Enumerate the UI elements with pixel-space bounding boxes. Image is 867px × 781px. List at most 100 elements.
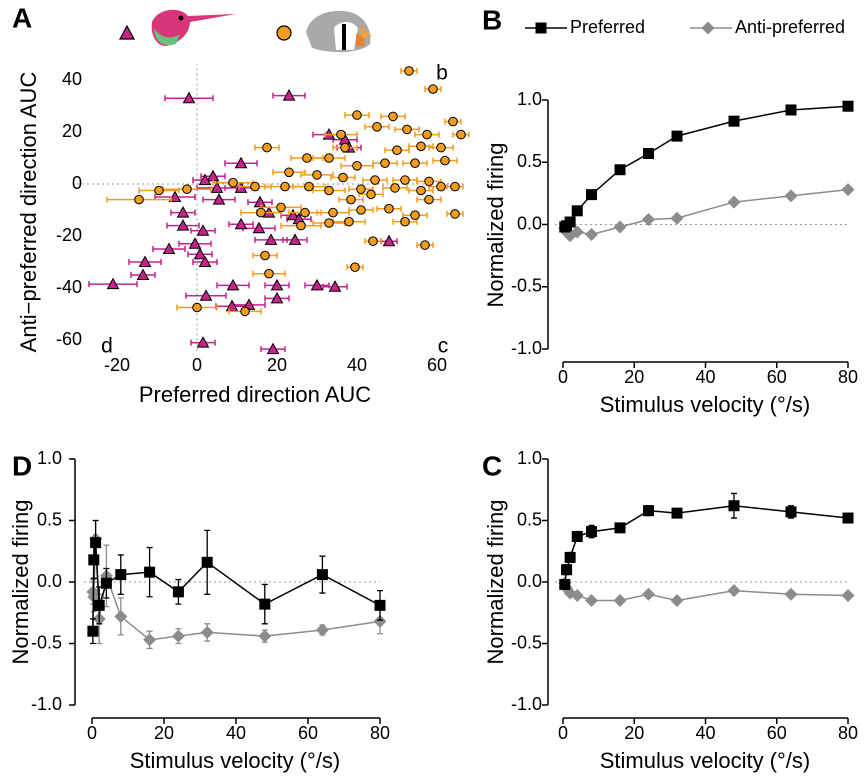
circle-marker — [440, 155, 450, 166]
x-axis-label: Stimulus velocity (°/s) — [130, 748, 341, 773]
circle-marker — [192, 302, 202, 313]
legend-label: Anti-preferred — [735, 17, 845, 37]
triangle-marker — [198, 173, 212, 186]
square-marker — [586, 526, 597, 538]
circle-marker — [390, 183, 400, 193]
x-tick-label: 0 — [558, 367, 568, 387]
y-tick-label: 1.0 — [517, 448, 542, 468]
triangle-marker — [382, 234, 396, 247]
diamond-marker — [570, 589, 584, 603]
square-marker — [728, 500, 740, 512]
square-marker — [728, 115, 740, 127]
circle-marker — [228, 177, 238, 188]
circle-marker — [260, 250, 270, 261]
triangle-marker — [136, 268, 150, 280]
circle-marker — [352, 161, 362, 171]
square-marker — [671, 130, 683, 142]
y-tick-label: -60 — [56, 329, 82, 349]
diamond-marker — [841, 589, 855, 603]
x-tick-label: 40 — [695, 367, 715, 387]
square-marker — [259, 598, 271, 610]
x-tick-label: 0 — [558, 723, 568, 743]
x-tick-label: 60 — [767, 723, 787, 743]
diamond-marker — [373, 614, 387, 628]
circle-marker — [402, 124, 412, 135]
square-marker — [93, 599, 105, 611]
y-tick-label: 20 — [62, 121, 82, 141]
series-line — [564, 582, 849, 602]
quadrant-label: c — [438, 335, 449, 358]
y-tick-label: -20 — [56, 225, 82, 245]
circle-marker — [312, 170, 322, 180]
triangle-marker — [328, 280, 342, 292]
circle-marker — [280, 181, 290, 192]
y-tick-label: 0.0 — [517, 571, 542, 591]
y-axis-label: Normalized firing — [483, 142, 508, 307]
circle-marker — [400, 216, 410, 227]
triangle-marker — [198, 255, 212, 267]
y-tick-label: 0.5 — [517, 509, 542, 529]
y-tick-label: -0.5 — [31, 632, 62, 652]
circle-marker — [324, 218, 334, 228]
x-tick-label: 40 — [347, 355, 367, 375]
circle-marker — [256, 207, 266, 218]
x-tick-label: 60 — [298, 723, 318, 743]
y-axis-label: Normalized firing — [483, 499, 508, 664]
circle-marker — [428, 84, 438, 94]
x-tick-label: 20 — [624, 723, 644, 743]
circle-marker — [384, 203, 394, 214]
circle-marker — [416, 185, 426, 196]
x-tick-label: 80 — [838, 723, 858, 743]
diamond-marker — [841, 183, 855, 197]
y-tick-label: 1.0 — [517, 89, 542, 109]
series-line — [564, 188, 849, 237]
triangle-marker — [310, 278, 324, 291]
x-tick-label: -20 — [104, 355, 130, 375]
circle-marker — [366, 189, 376, 200]
circle-marker — [182, 184, 192, 194]
circle-marker — [380, 158, 390, 168]
y-tick-label: 0 — [72, 173, 82, 193]
square-marker — [100, 577, 112, 589]
y-tick-label: 0.5 — [517, 151, 542, 171]
triangle-marker — [234, 156, 248, 169]
triangle-marker — [264, 233, 278, 245]
square-marker — [785, 104, 797, 116]
panel: B Stimulus velocity (°/s) Normalized firin… — [482, 4, 858, 416]
circle-marker — [300, 207, 310, 218]
circle-marker — [450, 181, 460, 192]
square-marker — [87, 625, 99, 637]
triangle-marker — [193, 247, 207, 260]
square-marker — [785, 506, 797, 518]
square-marker — [571, 530, 583, 542]
y-tick-label: -40 — [56, 277, 82, 297]
triangle-marker — [138, 255, 152, 267]
diamond-marker — [670, 211, 684, 225]
circle-marker — [352, 110, 362, 120]
circle-marker — [240, 306, 250, 317]
quadrant-label: b — [436, 62, 448, 85]
circle-marker — [416, 141, 426, 152]
x-tick-label: 40 — [695, 723, 715, 743]
y-tick-label: -0.5 — [511, 276, 542, 296]
triangle-marker — [270, 278, 284, 291]
circle-marker — [276, 202, 286, 213]
circle-marker — [344, 216, 354, 227]
x-axis-label: Stimulus velocity (°/s) — [600, 748, 811, 773]
y-tick-label: -1.0 — [31, 694, 62, 714]
circle-marker — [424, 194, 434, 205]
x-tick-label: 60 — [427, 355, 447, 375]
circle-marker — [404, 66, 414, 76]
triangle-marker — [270, 291, 284, 304]
triangle-marker — [182, 91, 196, 104]
circle-marker — [420, 240, 430, 250]
square-marker — [561, 564, 573, 576]
square-marker — [643, 148, 654, 160]
square-marker — [90, 537, 102, 549]
circle-marker — [250, 181, 260, 192]
circle-marker — [346, 194, 356, 205]
y-tick-label: 1.0 — [37, 448, 62, 468]
square-marker — [559, 578, 571, 590]
triangle-marker — [266, 342, 280, 355]
square-marker — [671, 507, 683, 519]
